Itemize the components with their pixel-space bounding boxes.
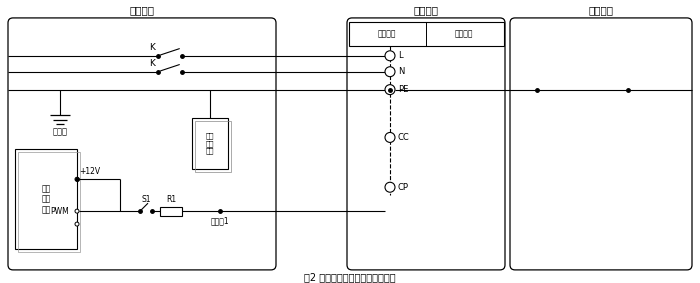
Text: 漏电
流保
护器: 漏电 流保 护器 (206, 132, 214, 154)
Text: 供电设备: 供电设备 (130, 5, 155, 15)
Circle shape (385, 85, 395, 95)
Text: 供电
控制
装置: 供电 控制 装置 (41, 184, 50, 214)
Bar (192, 117, 228, 169)
Text: 车辆接口: 车辆接口 (414, 5, 438, 15)
FancyBboxPatch shape (510, 18, 692, 270)
Bar (18, 152, 80, 252)
Text: 检测点1: 检测点1 (211, 216, 230, 226)
Text: R1: R1 (166, 195, 176, 204)
Circle shape (385, 132, 395, 142)
Text: N: N (398, 67, 405, 76)
Text: PWM: PWM (50, 207, 69, 216)
Text: K: K (149, 59, 155, 68)
Circle shape (385, 51, 395, 61)
Text: 车辆插座: 车辆插座 (455, 29, 473, 38)
FancyBboxPatch shape (347, 18, 505, 270)
Text: CP: CP (398, 183, 409, 192)
Bar (160, 207, 182, 216)
Text: S1: S1 (141, 195, 150, 204)
Circle shape (75, 177, 79, 181)
Text: +12V: +12V (79, 167, 100, 176)
Text: L: L (398, 51, 402, 60)
Circle shape (75, 222, 79, 226)
Text: CC: CC (398, 133, 409, 142)
Text: 图2 车载电动机输入控制导引电路: 图2 车载电动机输入控制导引电路 (304, 272, 395, 282)
Bar (15, 149, 77, 249)
Text: PE: PE (398, 85, 408, 94)
Bar (195, 121, 231, 172)
Circle shape (75, 209, 79, 213)
FancyBboxPatch shape (8, 18, 276, 270)
Text: 车辆插头: 车辆插头 (378, 29, 396, 38)
Text: 电动汽车: 电动汽车 (589, 5, 613, 15)
Bar (349, 22, 504, 46)
Circle shape (385, 67, 395, 77)
Circle shape (385, 182, 395, 192)
Text: 设备地: 设备地 (52, 127, 67, 136)
Text: K: K (149, 43, 155, 52)
